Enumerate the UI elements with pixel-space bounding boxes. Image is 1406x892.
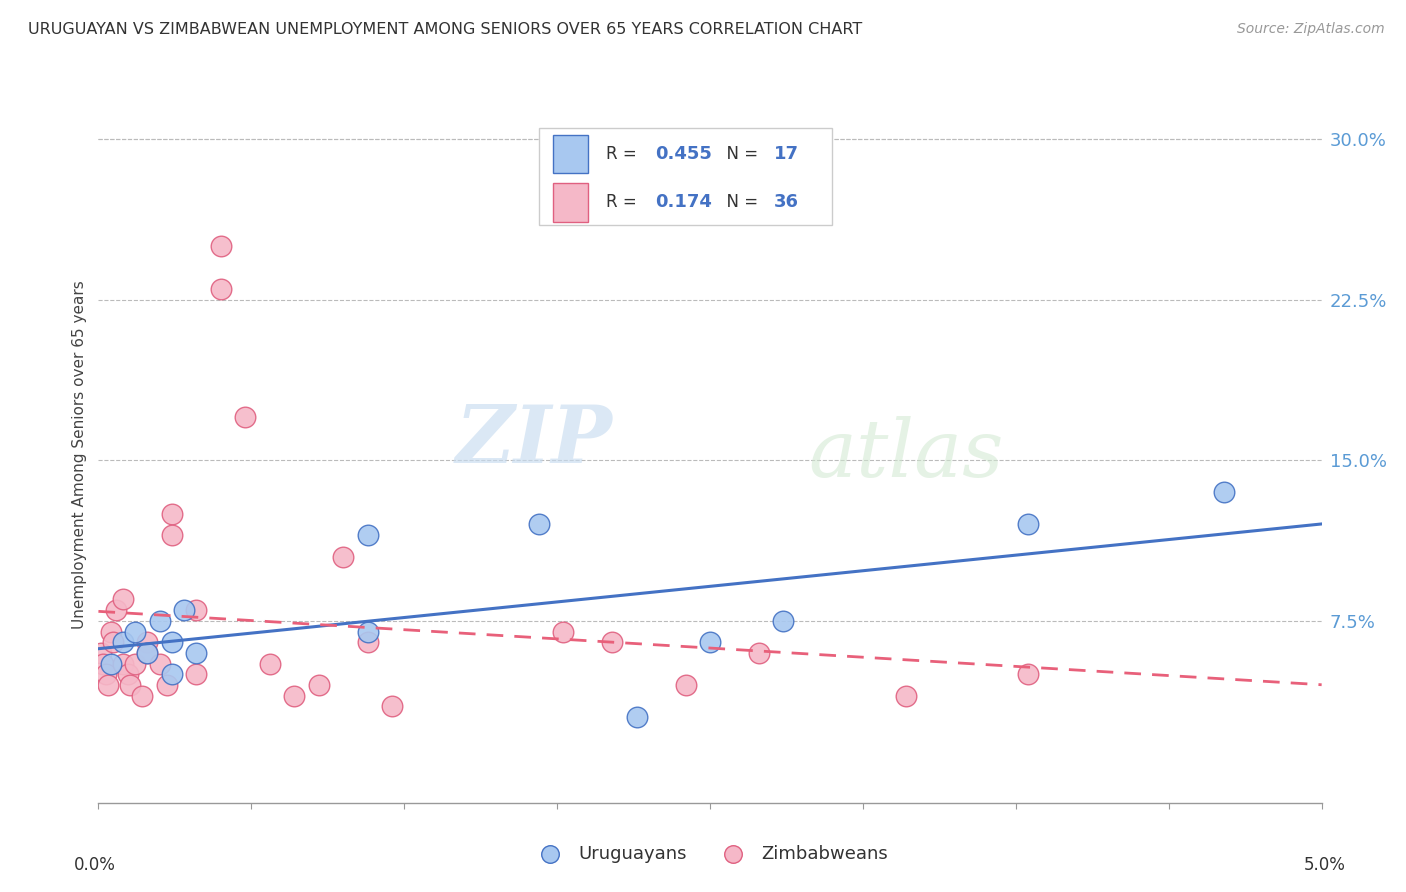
Text: R =: R =	[606, 194, 643, 211]
Point	[131, 689, 153, 703]
Point	[308, 678, 330, 692]
Point	[186, 667, 208, 681]
Point	[136, 646, 159, 660]
Text: Source: ZipAtlas.com: Source: ZipAtlas.com	[1237, 22, 1385, 37]
Text: 36: 36	[773, 194, 799, 211]
Point	[156, 678, 179, 692]
Point	[626, 710, 648, 724]
Text: 0.174: 0.174	[655, 194, 711, 211]
Y-axis label: Unemployment Among Seniors over 65 years: Unemployment Among Seniors over 65 years	[72, 281, 87, 629]
Point	[120, 678, 142, 692]
Point	[527, 517, 550, 532]
Point	[97, 678, 120, 692]
Point	[381, 699, 404, 714]
Text: N =: N =	[716, 145, 763, 162]
Point	[772, 614, 794, 628]
Point	[101, 635, 124, 649]
Point	[699, 635, 721, 649]
Point	[91, 657, 114, 671]
Text: 0.0%: 0.0%	[75, 856, 115, 874]
Point	[1212, 485, 1234, 500]
Point	[600, 635, 623, 649]
Point	[356, 624, 378, 639]
Point	[136, 646, 159, 660]
Point	[553, 624, 575, 639]
Point	[209, 239, 232, 253]
Point	[160, 635, 183, 649]
Point	[173, 603, 195, 617]
Text: R =: R =	[606, 145, 643, 162]
Text: N =: N =	[716, 194, 763, 211]
Point	[111, 592, 134, 607]
Point	[90, 646, 112, 660]
Point	[160, 507, 183, 521]
Point	[332, 549, 354, 564]
Point	[136, 635, 159, 649]
Point	[124, 657, 146, 671]
Text: 0.455: 0.455	[655, 145, 711, 162]
Point	[186, 603, 208, 617]
Point	[111, 657, 134, 671]
Point	[259, 657, 281, 671]
Point	[356, 635, 378, 649]
Point	[209, 282, 232, 296]
Point	[356, 528, 378, 542]
Point	[149, 614, 172, 628]
Point	[111, 635, 134, 649]
Point	[160, 667, 183, 681]
FancyBboxPatch shape	[538, 128, 832, 226]
Text: atlas: atlas	[808, 417, 1004, 493]
Text: 17: 17	[773, 145, 799, 162]
Point	[149, 657, 172, 671]
FancyBboxPatch shape	[554, 184, 588, 222]
Point	[100, 657, 122, 671]
Point	[186, 646, 208, 660]
Point	[675, 678, 697, 692]
Text: URUGUAYAN VS ZIMBABWEAN UNEMPLOYMENT AMONG SENIORS OVER 65 YEARS CORRELATION CHA: URUGUAYAN VS ZIMBABWEAN UNEMPLOYMENT AMO…	[28, 22, 862, 37]
Point	[1017, 517, 1039, 532]
Point	[117, 667, 139, 681]
Text: 5.0%: 5.0%	[1305, 856, 1346, 874]
Point	[100, 624, 122, 639]
Point	[233, 410, 256, 425]
FancyBboxPatch shape	[554, 135, 588, 173]
Text: ZIP: ZIP	[456, 402, 612, 480]
Point	[124, 624, 146, 639]
Point	[1017, 667, 1039, 681]
Point	[94, 667, 117, 681]
Legend: Uruguayans, Zimbabweans: Uruguayans, Zimbabweans	[524, 838, 896, 871]
Point	[283, 689, 305, 703]
Point	[160, 528, 183, 542]
Point	[894, 689, 917, 703]
Point	[748, 646, 770, 660]
Point	[104, 603, 127, 617]
